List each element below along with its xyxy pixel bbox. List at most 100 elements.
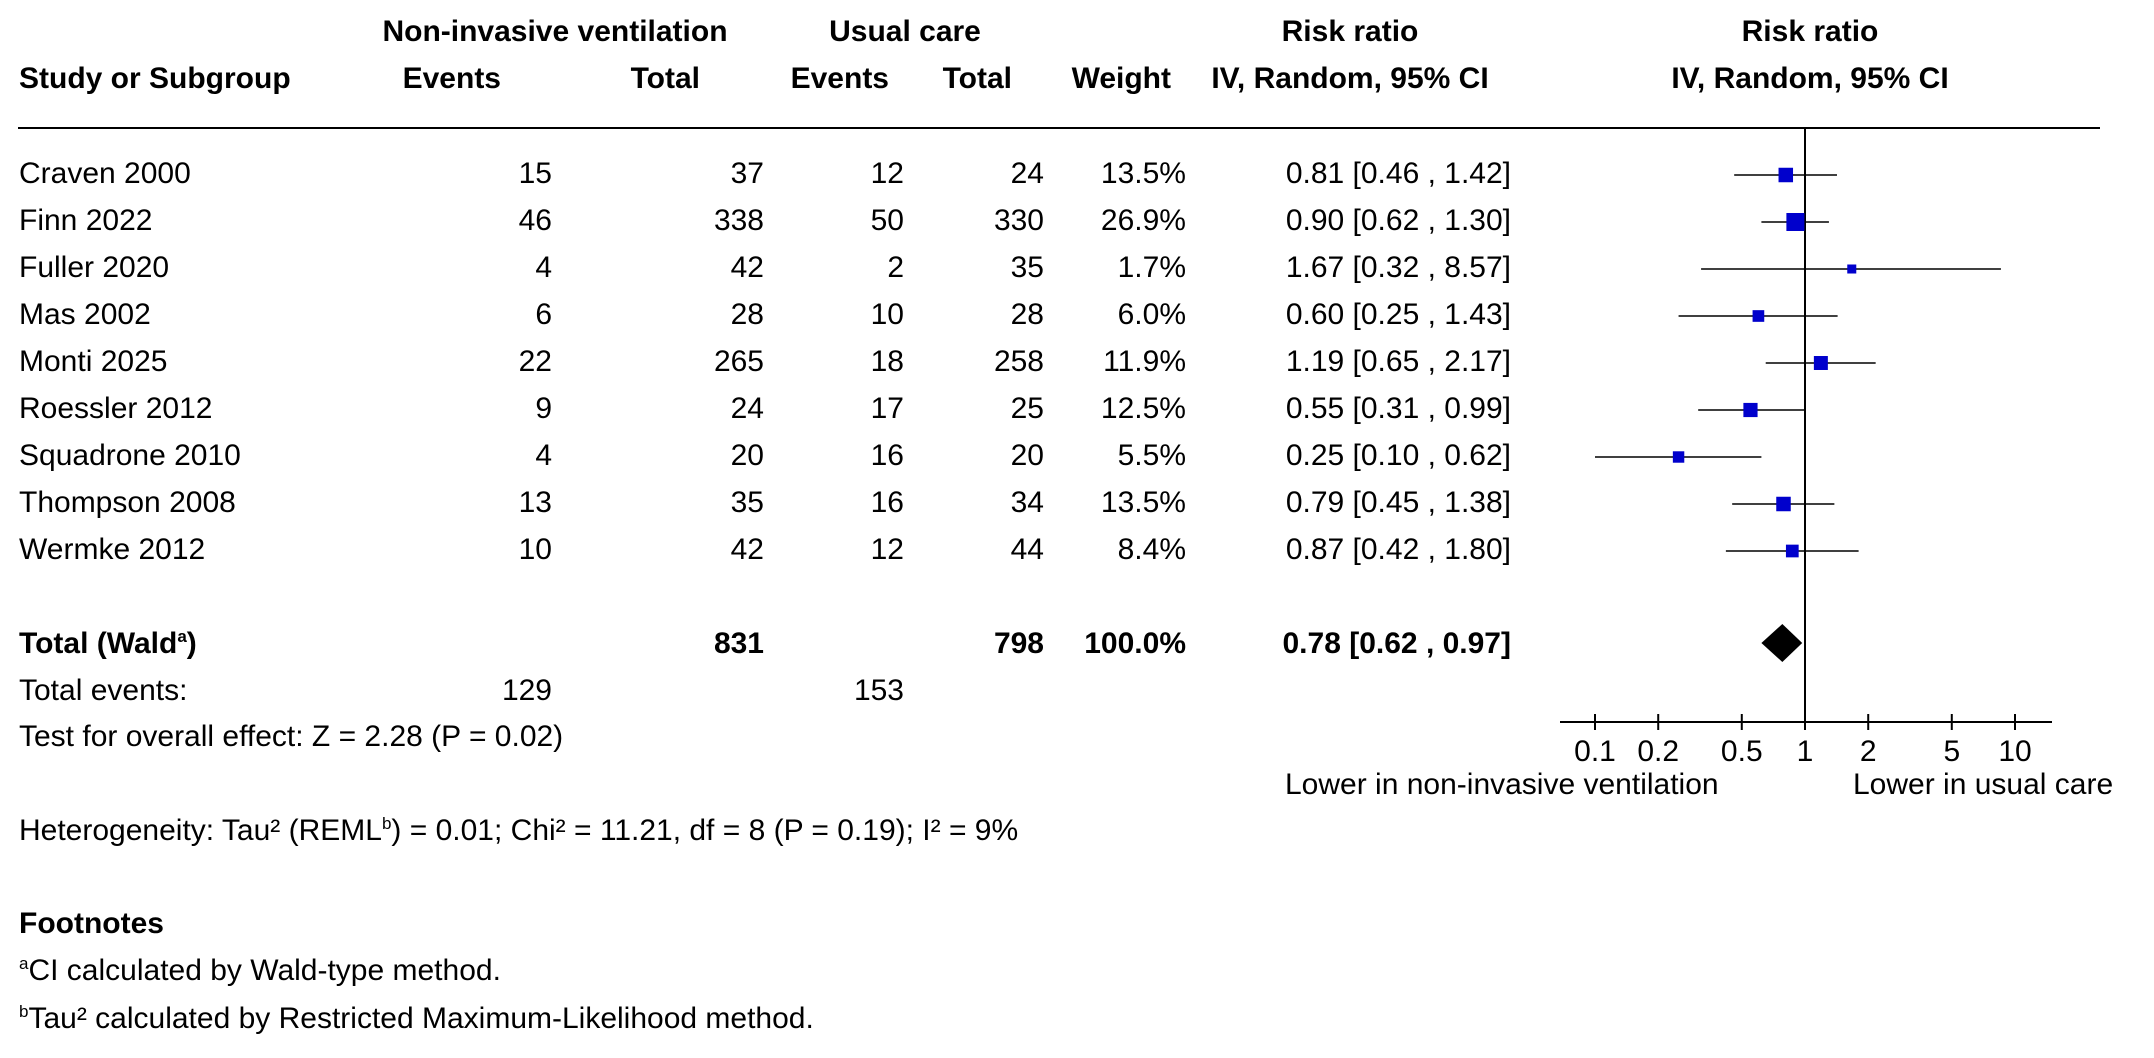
total-usual: 28 [1010, 298, 1044, 331]
events-nivs: 15 [518, 157, 552, 190]
events-nivs: 46 [518, 204, 552, 237]
total-risk-ratio-ci: 0.78 [0.62 , 0.97] [1282, 627, 1512, 660]
total-nivs: 42 [730, 251, 764, 284]
events-usual: 2 [887, 251, 904, 284]
weight: 26.9% [1100, 204, 1186, 237]
total-nivs: 20 [730, 439, 764, 472]
weight: 12.5% [1100, 392, 1186, 425]
risk-ratio-ci: 0.81 [0.46 , 1.42] [1285, 157, 1511, 190]
total-usual: 44 [1010, 533, 1044, 566]
header-method-col: IV, Random, 95% CI [1211, 62, 1489, 95]
x-tick-label: 0.2 [1637, 735, 1679, 768]
study-marker [1776, 496, 1791, 512]
events-usual: 12 [870, 533, 904, 566]
header-total1: Total [630, 62, 700, 95]
header-risk-ratio-plot: Risk ratio [1741, 15, 1879, 48]
total-nivs: 338 [713, 204, 764, 237]
total-nivs: 28 [730, 298, 764, 331]
weight: 1.7% [1117, 251, 1186, 284]
total-nivs: 265 [713, 345, 764, 378]
header-rule [18, 127, 2100, 129]
total-usual: 258 [993, 345, 1044, 378]
header-group1: Non-invasive ventilation [382, 15, 728, 48]
events-usual: 16 [870, 486, 904, 519]
weight: 5.5% [1117, 439, 1186, 472]
study-name: Fuller 2020 [19, 251, 170, 284]
heterogeneity-stats: Heterogeneity: Tau² (REMLb) = 0.01; Chi²… [19, 814, 1019, 847]
weight: 11.9% [1103, 345, 1186, 378]
total-usual: 25 [1010, 392, 1044, 425]
header-risk-ratio-col: Risk ratio [1281, 15, 1419, 48]
study-name: Roessler 2012 [19, 392, 213, 425]
risk-ratio-ci: 1.19 [0.65 , 2.17] [1285, 345, 1511, 378]
axis-label-favours-nivs: Lower in non-invasive ventilation [1285, 768, 1719, 801]
events-nivs: 13 [518, 486, 552, 519]
footnote-a: aCI calculated by Wald-type method. [19, 954, 501, 987]
events-nivs: 22 [518, 345, 552, 378]
events-nivs: 6 [535, 298, 552, 331]
events-usual: 16 [870, 439, 904, 472]
weight: 13.5% [1100, 486, 1186, 519]
events-usual: 50 [870, 204, 904, 237]
events-usual: 18 [870, 345, 904, 378]
weight: 13.5% [1100, 157, 1186, 190]
footnote-b: bTau² calculated by Restricted Maximum-L… [19, 1002, 814, 1035]
header-method-plot: IV, Random, 95% CI [1671, 62, 1949, 95]
total-usual: 798 [993, 627, 1044, 660]
risk-ratio-ci: 0.60 [0.25 , 1.43] [1285, 298, 1511, 331]
weight: 6.0% [1117, 298, 1186, 331]
study-name: Craven 2000 [19, 157, 191, 190]
study-marker [1786, 213, 1805, 231]
total-events-label: Total events: [19, 674, 188, 707]
events-usual: 12 [870, 157, 904, 190]
total-nivs: 831 [713, 627, 764, 660]
x-tick-label: 0.5 [1721, 735, 1763, 768]
axis-label-favours-usual: Lower in usual care [1853, 768, 2114, 801]
footnotes-title: Footnotes [19, 907, 164, 940]
events-usual: 10 [870, 298, 904, 331]
study-name: Squadrone 2010 [19, 439, 241, 472]
risk-ratio-ci: 0.90 [0.62 , 1.30] [1285, 204, 1511, 237]
risk-ratio-ci: 0.25 [0.10 , 0.62] [1285, 439, 1511, 472]
study-name: Thompson 2008 [19, 486, 236, 519]
events-nivs: 10 [518, 533, 552, 566]
total-nivs: 42 [730, 533, 764, 566]
events-nivs: 9 [535, 392, 552, 425]
summary-diamond [1761, 624, 1803, 662]
header-events2: Events [790, 62, 889, 95]
header-total2: Total [942, 62, 1012, 95]
study-marker [1672, 451, 1685, 463]
header-study: Study or Subgroup [19, 62, 291, 95]
total-weight: 100.0% [1084, 627, 1186, 660]
total-nivs: 24 [730, 392, 764, 425]
risk-ratio-ci: 0.87 [0.42 , 1.80] [1285, 533, 1511, 566]
risk-ratio-ci: 1.67 [0.32 , 8.57] [1285, 251, 1511, 284]
events-nivs: 4 [535, 439, 552, 472]
overall-effect-test: Test for overall effect: Z = 2.28 (P = 0… [19, 720, 564, 753]
study-name: Monti 2025 [19, 345, 168, 378]
events-nivs: 4 [535, 251, 552, 284]
total-label: Total (Walda) [19, 627, 197, 660]
x-tick-label: 2 [1860, 735, 1877, 768]
x-tick-label: 1 [1797, 735, 1814, 768]
total-usual: 20 [1010, 439, 1044, 472]
study-name: Mas 2002 [19, 298, 151, 331]
study-marker [1847, 264, 1857, 274]
total-usual: 35 [1010, 251, 1044, 284]
study-name: Finn 2022 [19, 204, 153, 237]
study-marker [1785, 544, 1799, 558]
study-marker [1743, 402, 1758, 418]
total-nivs: 37 [730, 157, 764, 190]
events-usual: 17 [870, 392, 904, 425]
study-name: Wermke 2012 [19, 533, 206, 566]
study-marker [1778, 167, 1794, 183]
risk-ratio-ci: 0.79 [0.45 , 1.38] [1285, 486, 1511, 519]
total-events-nivs: 129 [501, 674, 552, 707]
weight: 8.4% [1117, 533, 1186, 566]
total-events-usual: 153 [853, 674, 904, 707]
header-events1: Events [402, 62, 501, 95]
header-weight: Weight [1071, 62, 1171, 95]
risk-ratio-ci: 0.55 [0.31 , 0.99] [1285, 392, 1511, 425]
study-marker [1813, 356, 1828, 370]
